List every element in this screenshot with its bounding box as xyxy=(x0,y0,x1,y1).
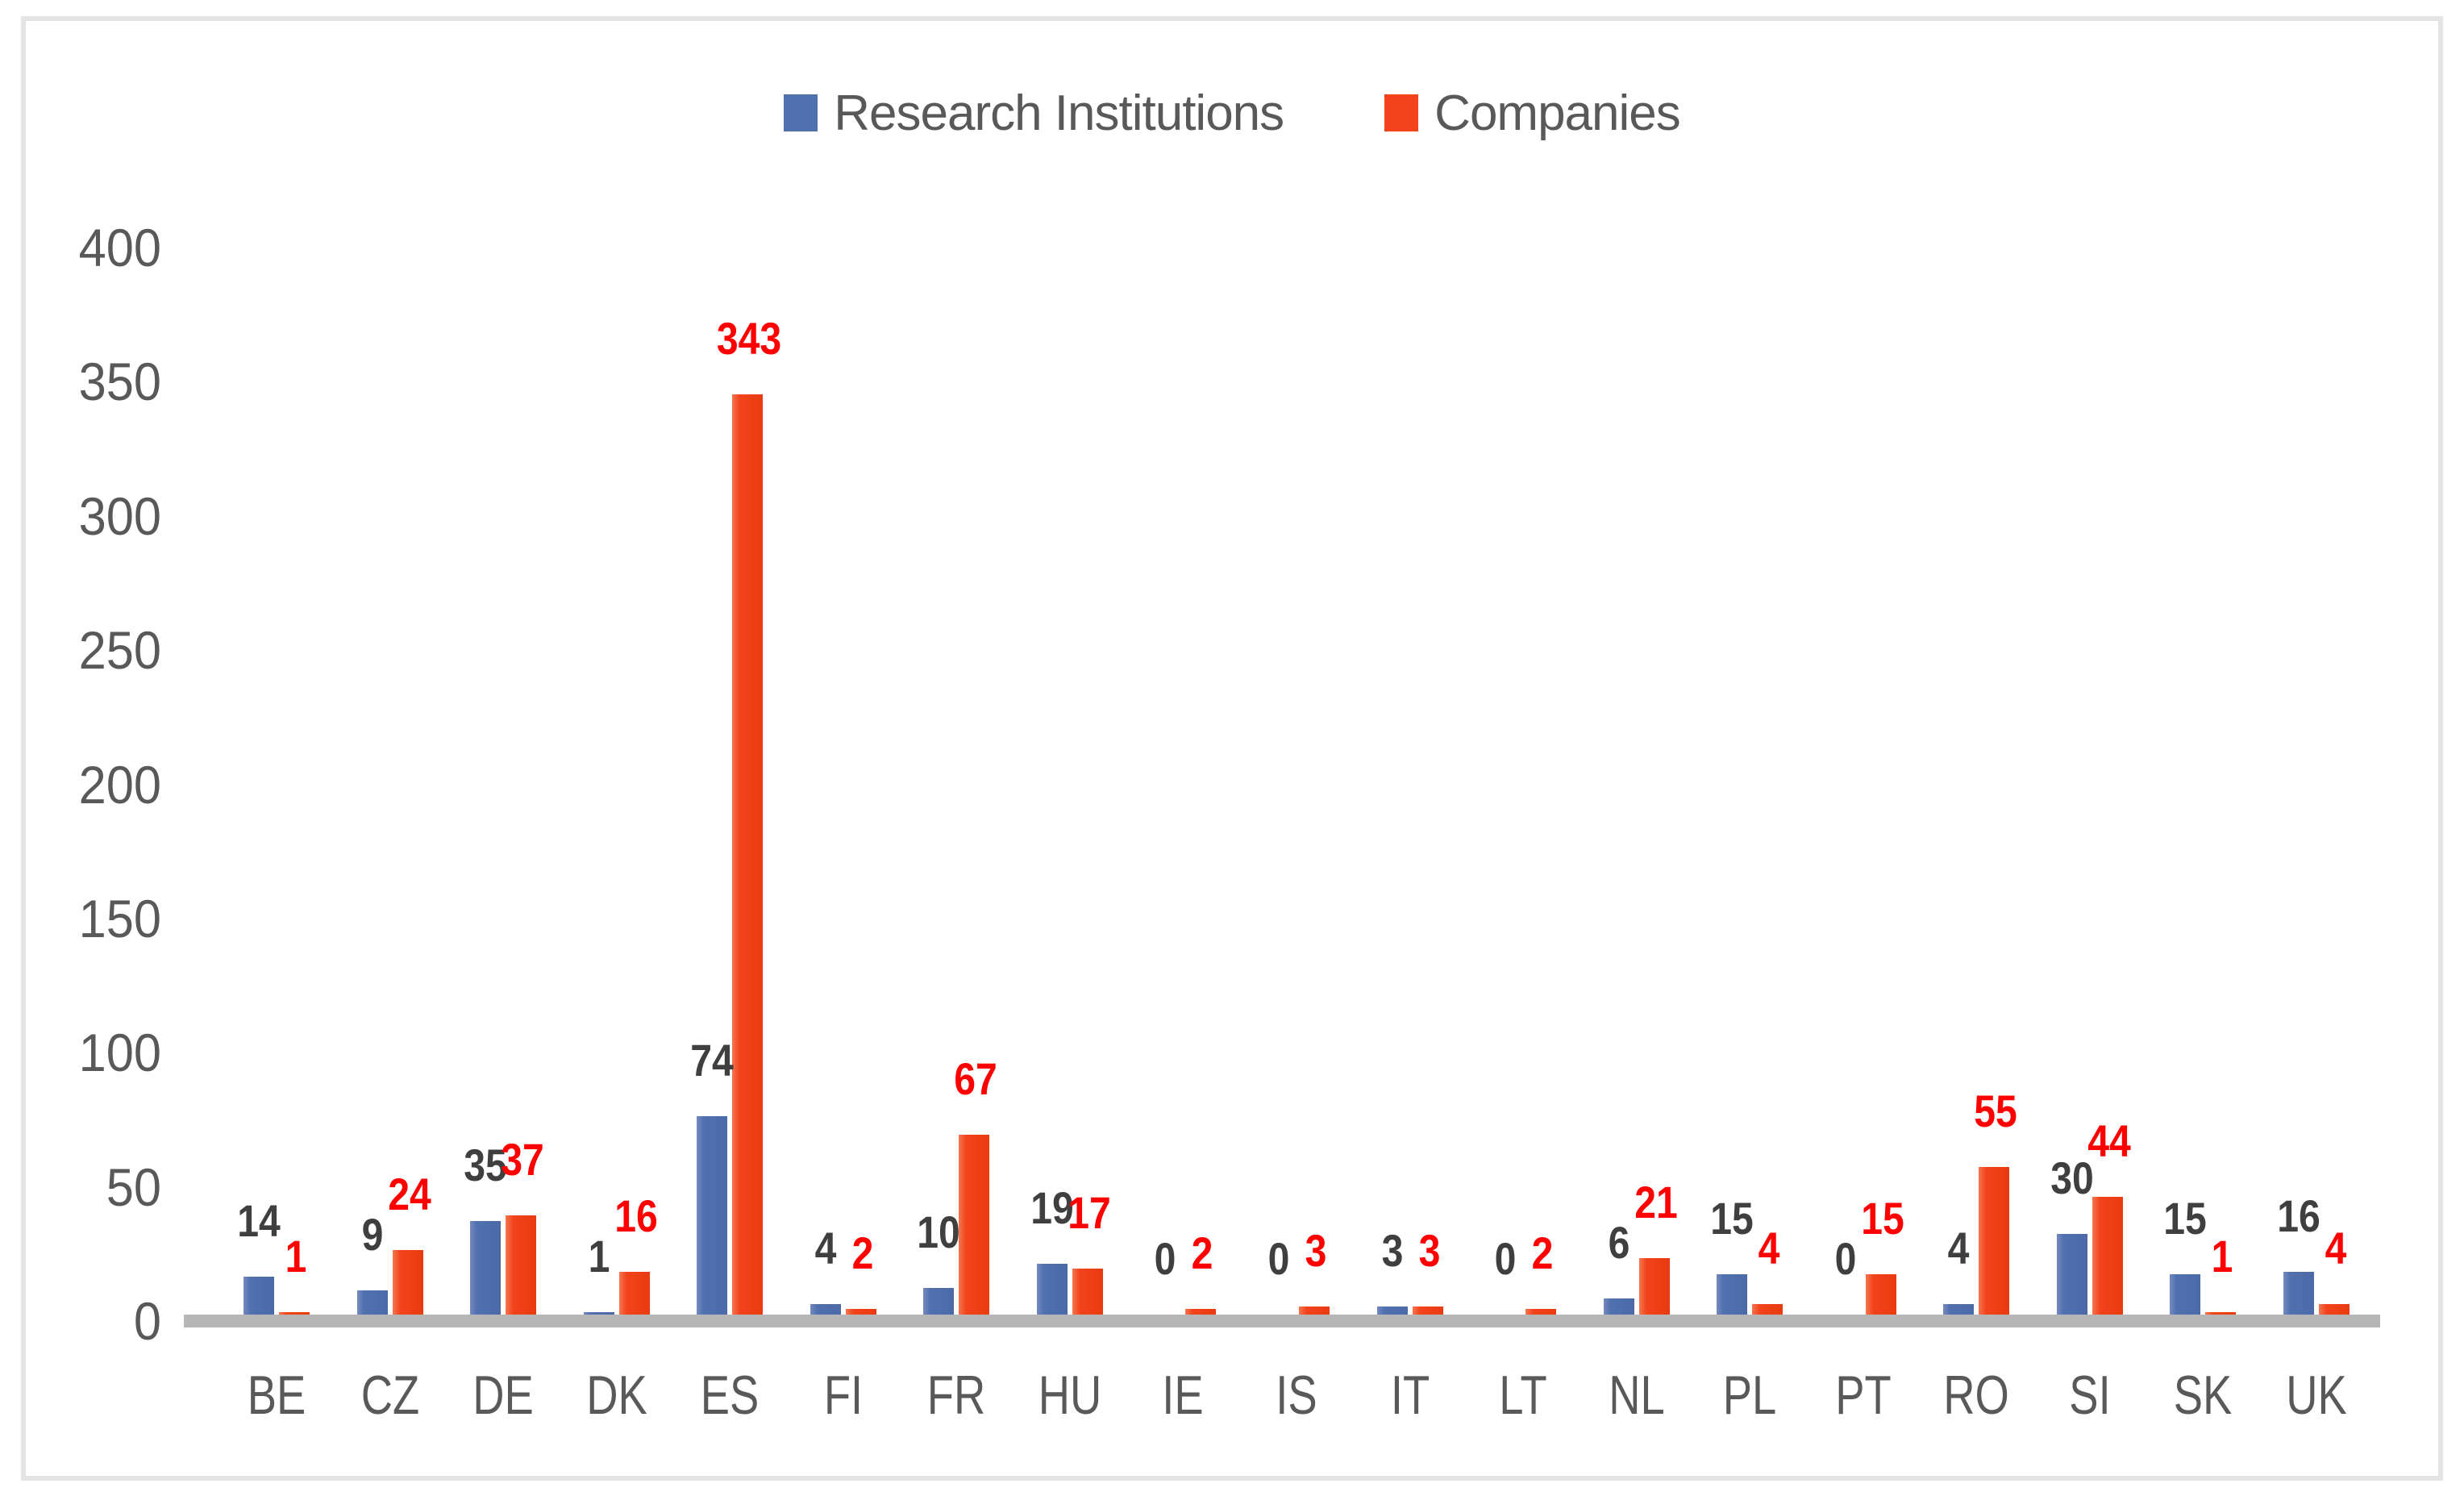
data-label-research-institutions-DK: 1 xyxy=(588,1230,610,1282)
y-tick-label-50: 50 xyxy=(106,1157,161,1217)
bar-research-institutions-BE xyxy=(243,1277,274,1321)
bar-companies-PT xyxy=(1865,1274,1896,1321)
y-tick-label-200: 200 xyxy=(78,754,161,815)
data-label-research-institutions-SI: 30 xyxy=(2050,1152,2094,1204)
x-axis-label-IE: IE xyxy=(1162,1365,1205,1426)
data-label-companies-LT: 2 xyxy=(1531,1227,1554,1279)
data-label-companies-DK: 16 xyxy=(614,1190,658,1241)
x-axis-label-FR: FR xyxy=(927,1365,986,1426)
x-axis-label-SI: SI xyxy=(2069,1365,2111,1426)
x-axis-label-DE: DE xyxy=(472,1365,534,1426)
data-label-companies-SI: 44 xyxy=(2087,1115,2131,1166)
y-tick-label-0: 0 xyxy=(133,1291,161,1351)
bar-research-institutions-UK xyxy=(2283,1271,2314,1321)
x-axis-label-FI: FI xyxy=(823,1365,863,1426)
bar-companies-RO xyxy=(1979,1166,2010,1321)
data-label-companies-IS: 3 xyxy=(1305,1225,1327,1277)
chart-border-frame xyxy=(21,16,2443,1481)
data-label-research-institutions-FI: 4 xyxy=(814,1222,837,1273)
data-label-companies-PT: 15 xyxy=(1860,1193,1904,1244)
legend-item-companies: Companies xyxy=(1384,85,1681,142)
data-label-companies-IT: 3 xyxy=(1418,1225,1440,1277)
y-tick-label-350: 350 xyxy=(78,352,161,412)
y-tick-label-300: 300 xyxy=(78,486,161,546)
bar-companies-CZ xyxy=(392,1250,423,1321)
bar-companies-DK xyxy=(618,1271,650,1321)
x-axis-label-SK: SK xyxy=(2174,1365,2233,1426)
x-axis-label-RO: RO xyxy=(1943,1365,2010,1426)
data-label-research-institutions-DE: 35 xyxy=(464,1139,507,1190)
legend-item-research-institutions: Research Institutions xyxy=(784,85,1284,142)
data-label-research-institutions-RO: 4 xyxy=(1947,1222,1970,1273)
y-tick-label-250: 250 xyxy=(78,620,161,681)
data-label-companies-FR: 67 xyxy=(954,1053,998,1105)
data-label-companies-RO: 55 xyxy=(1974,1085,2018,1136)
x-axis-label-IS: IS xyxy=(1276,1365,1317,1426)
data-label-companies-FI: 2 xyxy=(851,1227,874,1279)
data-label-companies-IE: 2 xyxy=(1191,1227,1213,1279)
data-label-companies-SK: 1 xyxy=(2211,1230,2233,1282)
bar-research-institutions-HU xyxy=(1036,1263,1068,1321)
data-label-research-institutions-NL: 6 xyxy=(1608,1217,1629,1269)
x-axis-label-UK: UK xyxy=(2286,1365,2347,1426)
bar-research-institutions-SK xyxy=(2170,1274,2201,1321)
data-label-research-institutions-CZ: 9 xyxy=(361,1209,383,1261)
x-axis-label-NL: NL xyxy=(1608,1365,1665,1426)
data-label-research-institutions-HU: 19 xyxy=(1030,1182,1074,1233)
data-label-companies-ES: 343 xyxy=(717,312,782,364)
x-axis-label-CZ: CZ xyxy=(360,1365,419,1426)
data-label-research-institutions-BE: 14 xyxy=(237,1195,281,1247)
x-axis-label-PT: PT xyxy=(1834,1365,1892,1426)
x-axis-label-LT: LT xyxy=(1499,1365,1547,1426)
legend-swatch-companies xyxy=(1384,94,1419,131)
x-axis-label-HU: HU xyxy=(1038,1365,1102,1426)
data-label-companies-DE: 37 xyxy=(501,1133,544,1185)
data-label-research-institutions-IT: 3 xyxy=(1381,1225,1403,1277)
data-label-companies-NL: 21 xyxy=(1634,1177,1678,1228)
x-axis-baseline xyxy=(184,1315,2380,1327)
data-label-companies-BE: 1 xyxy=(285,1230,307,1282)
x-axis-label-PL: PL xyxy=(1722,1365,1777,1426)
legend-label-research-institutions: Research Institutions xyxy=(834,85,1284,141)
bar-companies-DE xyxy=(506,1215,537,1321)
x-axis-label-BE: BE xyxy=(247,1365,306,1426)
x-axis-label-IT: IT xyxy=(1390,1365,1430,1426)
bar-research-institutions-ES xyxy=(697,1115,728,1321)
data-label-research-institutions-PT: 0 xyxy=(1834,1233,1857,1284)
bar-research-institutions-PL xyxy=(1717,1274,1748,1321)
data-label-research-institutions-PL: 15 xyxy=(1710,1193,1754,1244)
data-label-research-institutions-IS: 0 xyxy=(1267,1233,1290,1284)
y-tick-label-400: 400 xyxy=(78,218,161,277)
bar-companies-FR xyxy=(959,1135,990,1321)
bar-research-institutions-DE xyxy=(470,1220,502,1321)
legend: Research Institutions Companies xyxy=(0,81,2464,145)
bar-companies-HU xyxy=(1072,1269,1103,1321)
data-label-research-institutions-LT: 0 xyxy=(1494,1233,1517,1284)
bar-companies-ES xyxy=(732,394,764,1321)
data-label-companies-HU: 17 xyxy=(1068,1187,1111,1239)
data-label-research-institutions-UK: 16 xyxy=(2277,1190,2320,1241)
data-label-companies-PL: 4 xyxy=(1758,1222,1780,1273)
y-tick-label-150: 150 xyxy=(78,888,161,948)
legend-swatch-research-institutions xyxy=(784,94,818,131)
data-label-research-institutions-ES: 74 xyxy=(690,1034,734,1086)
y-tick-label-100: 100 xyxy=(78,1023,161,1083)
data-label-research-institutions-FR: 10 xyxy=(917,1206,961,1257)
bar-companies-NL xyxy=(1638,1258,1670,1321)
data-label-companies-CZ: 24 xyxy=(387,1169,431,1220)
x-axis-label-DK: DK xyxy=(585,1365,647,1426)
data-label-research-institutions-SK: 15 xyxy=(2163,1193,2208,1244)
legend-label-companies: Companies xyxy=(1434,85,1681,141)
bar-companies-SI xyxy=(2091,1196,2123,1321)
x-axis-label-ES: ES xyxy=(700,1365,760,1426)
bar-research-institutions-SI xyxy=(2056,1234,2087,1321)
data-label-companies-UK: 4 xyxy=(2325,1222,2347,1273)
data-label-research-institutions-IE: 0 xyxy=(1154,1233,1176,1284)
